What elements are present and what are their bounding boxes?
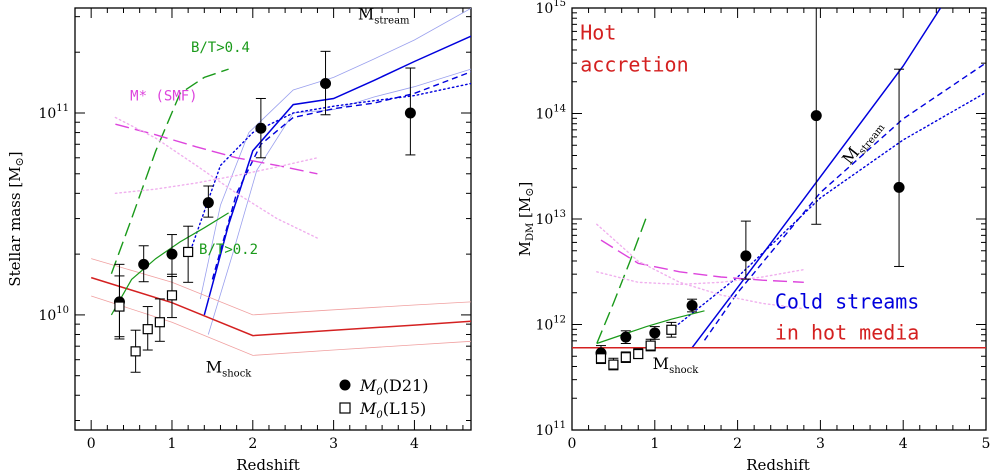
series-clip-group	[90, 8, 471, 356]
series-line-smf-dashed	[600, 239, 804, 283]
x-tick-label: 1	[168, 436, 177, 452]
left-points	[113, 50, 416, 373]
x-tick-label: 4	[410, 436, 419, 452]
y-tick-label: 1014	[535, 104, 566, 123]
data-point-l15	[595, 353, 607, 364]
data-point-l15	[142, 324, 153, 335]
data-point-l15	[183, 246, 194, 258]
series-line-m-stream-lower	[207, 68, 471, 335]
right-mshock-label: Mshock	[653, 354, 700, 376]
series-line-m-smf-	[115, 123, 318, 175]
x-tick-label: 0	[568, 436, 577, 452]
right-x-axis-label: Redshift	[746, 456, 810, 474]
y-tick-label: 1011	[535, 420, 566, 439]
data-point-d21	[810, 110, 822, 122]
series-line-m-smf-dotted-2	[114, 116, 319, 239]
data-point-d21	[255, 122, 267, 134]
data-point-l15	[608, 359, 619, 370]
series-line-m-stream-dotted	[191, 82, 471, 247]
left-legend: M0(D21) M0(L15)	[339, 376, 428, 421]
left-x-axis-label: Redshift	[236, 456, 300, 474]
y-tick-label: 1010	[38, 305, 69, 324]
legend-label-l15: M0(L15)	[359, 399, 426, 421]
data-point-l15	[633, 348, 644, 360]
left-x-tick-labels: 0 1 2 3 4	[87, 436, 419, 452]
data-point-l15	[620, 352, 631, 363]
right-y-tick-labels: 1011 1012 1013 1014 1015	[535, 0, 566, 439]
right-axis-ticks	[571, 7, 987, 431]
x-tick-label: 2	[733, 436, 742, 452]
data-point-d21	[138, 258, 150, 270]
series-line-b-t-0-2	[110, 212, 229, 316]
x-tick-label: 4	[899, 436, 908, 452]
right-annotation-hot: Hot	[580, 21, 616, 45]
y-tick-label: 1015	[535, 0, 566, 17]
data-point-d21	[320, 77, 332, 89]
data-point-d21	[404, 107, 416, 119]
left-annotation-bt04: B/T>0.4	[191, 40, 250, 56]
series-line-m-stream-dotted	[670, 91, 986, 331]
data-point-d21	[740, 250, 752, 262]
data-point-l15	[166, 290, 178, 301]
series-line-m-stream-upper	[199, 8, 471, 299]
data-point-l15	[666, 324, 677, 335]
y-tick-label: 1011	[38, 103, 69, 122]
left-axis-ticks	[74, 8, 471, 430]
series-line-b-t-0-2	[596, 310, 705, 345]
right-y-axis-label: MDM [M⊙]	[516, 182, 536, 257]
right-panel: 0 1 2 3 4 5 1011 1012 1013 1014 1015 Redshift MDM…	[516, 0, 990, 474]
left-y-tick-labels: 1010 1011	[38, 103, 69, 324]
right-annotation-in-hot-media: in hot media	[775, 320, 920, 344]
series-line-m-smf-dotted-1	[114, 157, 319, 195]
series-line-m-stream-dashed	[703, 62, 986, 341]
series-line-b-t-0-4	[110, 68, 229, 274]
left-annotation-bt02: B/T>0.2	[199, 242, 258, 258]
right-points	[595, 7, 905, 371]
series-line-smf-dotted-2	[596, 223, 805, 310]
data-point-d21	[649, 327, 661, 339]
data-point-d21	[893, 181, 905, 193]
series-line-m-stream	[691, 8, 942, 349]
y-tick-label: 1013	[535, 209, 566, 228]
series-line-smf-dotted-1	[596, 268, 805, 286]
series-line-m-stream	[203, 35, 471, 316]
data-point-l15	[154, 317, 165, 328]
legend-marker-d21	[339, 379, 351, 391]
left-mstream-label: Mstream	[358, 5, 410, 27]
right-annotation-cold-streams: Cold streams	[775, 290, 920, 314]
data-point-d21	[166, 248, 178, 260]
left-plot-frame	[74, 7, 472, 431]
right-annotation-accretion: accretion	[580, 52, 688, 76]
legend-label-d21: M0(D21)	[359, 376, 428, 398]
y-tick-label: 1012	[535, 315, 566, 334]
series-line-m-stream-dashed	[211, 71, 471, 280]
x-tick-label: 3	[329, 436, 338, 452]
data-point-l15	[645, 340, 656, 351]
data-point-l15	[114, 301, 125, 312]
x-tick-label: 0	[87, 436, 96, 452]
left-panel: 0 1 2 3 4 1010 1011 Redshift Stellar mass [M⊙…	[6, 5, 472, 474]
series-clip-group	[572, 8, 986, 349]
x-tick-label: 2	[248, 436, 257, 452]
x-tick-label: 1	[650, 436, 659, 452]
left-y-axis-label: Stellar mass [M⊙]	[6, 151, 26, 286]
series-line-m-shock-upper	[91, 258, 471, 316]
data-point-d21	[202, 197, 214, 209]
legend-marker-l15	[339, 402, 351, 414]
data-point-d21	[686, 300, 698, 312]
left-annotation-smf: M* (SMF)	[130, 89, 197, 105]
x-tick-label: 3	[816, 436, 825, 452]
x-tick-label: 5	[982, 436, 991, 452]
right-x-tick-labels: 0 1 2 3 4 5	[568, 436, 991, 452]
data-point-l15	[130, 346, 141, 357]
right-series	[572, 8, 986, 349]
left-series	[90, 8, 471, 356]
data-point-d21	[620, 331, 632, 343]
left-mshock-label: Mshock	[206, 357, 253, 379]
series-line-b-t-0-4	[596, 216, 648, 344]
